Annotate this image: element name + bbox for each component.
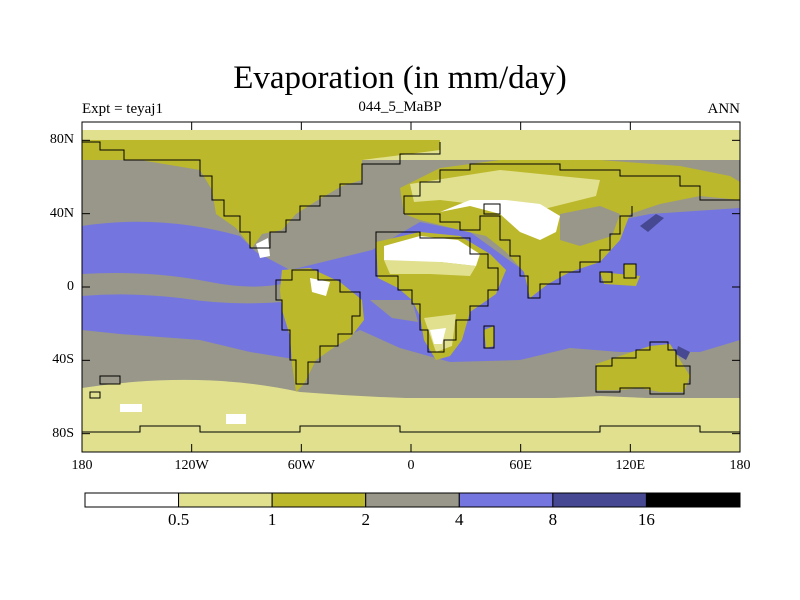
coastline-eurasia-south (404, 206, 633, 299)
colorbar-level-label: 0.5 (167, 510, 190, 529)
south-america-land (280, 268, 364, 392)
lat-tick-label: 40N (49, 205, 74, 221)
lon-tick-label: 180 (729, 458, 751, 473)
maritime-continent-land (600, 264, 640, 286)
lon-tick-label: 0 (407, 458, 415, 473)
lon-tick-label: 120W (174, 458, 209, 473)
sahel-low (384, 260, 476, 276)
south-america-arid-spot (310, 278, 330, 296)
colorbar-swatch (552, 492, 647, 508)
kuroshio-high-spot (640, 214, 664, 232)
colorbar-level-label: 1 (267, 510, 277, 529)
lon-tick-label: 60E (509, 458, 532, 473)
antarctica-land (82, 432, 740, 452)
pacific-cold-tongue (82, 273, 282, 304)
kalahari-arid (430, 328, 446, 344)
arctic-coast (82, 130, 740, 140)
atlantic-cold-tongue (370, 300, 418, 322)
lat-tick-label: 40S (52, 352, 74, 368)
lon-tick-label: 180 (71, 458, 93, 473)
coastline-small-islands (89, 375, 121, 399)
lat-tick-label: 80S (52, 425, 74, 441)
colorbar-swatch (365, 492, 460, 508)
colorbar (84, 492, 741, 508)
colorbar-level-label: 16 (637, 510, 655, 529)
tasman-high-spot (676, 346, 690, 360)
period-label: 044_5_MaBP (358, 99, 442, 115)
coastline-north-america (82, 141, 441, 249)
colorbar-swatch (84, 492, 180, 508)
north-america-land (82, 140, 440, 248)
southern-ocean-low-band (82, 379, 740, 420)
axis-ticks (81, 122, 741, 452)
central-asia-arid (440, 200, 560, 240)
coastline-islands (483, 203, 637, 349)
season-label: ANN (707, 101, 741, 117)
colorbar-level-label: 2 (361, 510, 370, 529)
east-asia-mid (560, 206, 620, 246)
colorbar-swatch (645, 492, 741, 508)
southern-very-low-patches (120, 404, 246, 424)
lon-tick-label: 60W (287, 458, 315, 473)
lon-tick-label: 120E (615, 458, 646, 473)
eurasia-low-region (410, 170, 600, 210)
colorbar-level-label: 8 (548, 510, 558, 529)
coastline-australia (595, 341, 691, 395)
coastline-africa (375, 231, 499, 353)
colorbar-swatch (178, 492, 273, 508)
colorbar-swatch (458, 492, 554, 508)
colorbar-level-label: 4 (455, 510, 464, 529)
coastline-antarctica (82, 425, 740, 433)
lat-tick-label: 0 (67, 279, 74, 294)
colorbar-swatch (271, 492, 367, 508)
lat-tick-label: 80N (49, 132, 74, 148)
australia-land (596, 344, 690, 392)
sahara-arid (384, 236, 480, 266)
coastline-south-america (275, 269, 361, 385)
experiment-label: Expt = teyaj1 (82, 101, 163, 117)
map-title: Evaporation (in mm/day) (233, 60, 567, 96)
map-field (82, 122, 740, 452)
madagascar-land (484, 326, 494, 348)
coastline-eurasia-north (403, 163, 740, 214)
